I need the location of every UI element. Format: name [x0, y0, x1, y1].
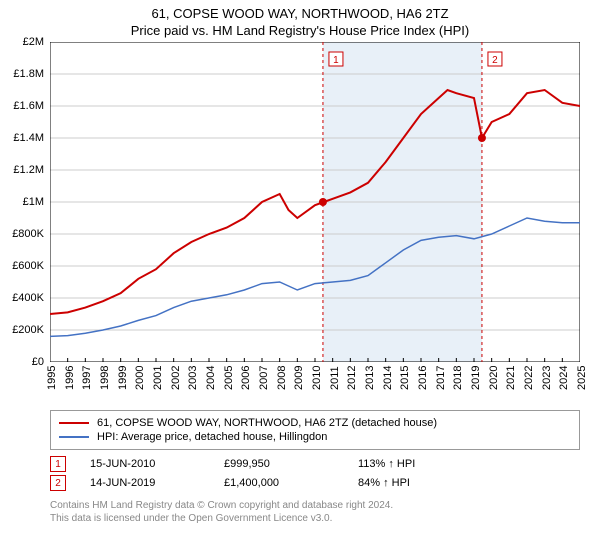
x-tick-label: 1999 — [117, 366, 129, 390]
transaction-date: 15-JUN-2010 — [90, 458, 200, 470]
x-tick-label: 2015 — [399, 366, 411, 390]
transaction-price: £1,400,000 — [224, 477, 334, 489]
x-tick-label: 2018 — [452, 366, 464, 390]
line-chart: 12 — [50, 42, 580, 362]
legend-item: 61, COPSE WOOD WAY, NORTHWOOD, HA6 2TZ (… — [59, 417, 571, 429]
legend-label: 61, COPSE WOOD WAY, NORTHWOOD, HA6 2TZ (… — [97, 417, 437, 429]
transaction-price: £999,950 — [224, 458, 334, 470]
legend-swatch — [59, 436, 89, 438]
y-tick-label: £0 — [32, 356, 44, 368]
x-tick-label: 1998 — [99, 366, 111, 390]
page-subtitle: Price paid vs. HM Land Registry's House … — [0, 23, 600, 38]
transactions-table: 1 15-JUN-2010 £999,950 113% ↑ HPI 2 14-JUN-20… — [50, 456, 580, 491]
x-tick-label: 2010 — [311, 366, 323, 390]
y-tick-label: £1.8M — [13, 68, 44, 80]
y-tick-label: £2M — [23, 36, 44, 48]
svg-text:1: 1 — [333, 55, 339, 66]
x-tick-label: 2007 — [258, 366, 270, 390]
page-title: 61, COPSE WOOD WAY, NORTHWOOD, HA6 2TZ — [0, 6, 600, 21]
legend-label: HPI: Average price, detached house, Hill… — [97, 431, 327, 443]
y-tick-label: £1.4M — [13, 132, 44, 144]
x-tick-label: 2001 — [152, 366, 164, 390]
y-tick-label: £200K — [12, 324, 44, 336]
x-tick-label: 2022 — [523, 366, 535, 390]
x-tick-label: 2025 — [576, 366, 588, 390]
y-tick-label: £400K — [12, 292, 44, 304]
transaction-row: 2 14-JUN-2019 £1,400,000 84% ↑ HPI — [50, 475, 580, 491]
x-tick-label: 2009 — [293, 366, 305, 390]
y-tick-label: £1.2M — [13, 164, 44, 176]
x-tick-label: 2021 — [505, 366, 517, 390]
x-tick-label: 2020 — [488, 366, 500, 390]
x-tick-label: 2019 — [470, 366, 482, 390]
transaction-marker: 1 — [50, 456, 66, 472]
x-tick-label: 2004 — [205, 366, 217, 390]
x-tick-label: 2013 — [364, 366, 376, 390]
legend-swatch — [59, 422, 89, 424]
x-tick-label: 2008 — [276, 366, 288, 390]
legend: 61, COPSE WOOD WAY, NORTHWOOD, HA6 2TZ (… — [50, 410, 580, 450]
x-tick-label: 2012 — [346, 366, 358, 390]
x-tick-label: 2017 — [435, 366, 447, 390]
x-tick-label: 1997 — [81, 366, 93, 390]
x-tick-label: 1995 — [46, 366, 58, 390]
svg-text:2: 2 — [492, 55, 498, 66]
y-tick-label: £1M — [23, 196, 44, 208]
transaction-delta: 84% ↑ HPI — [358, 477, 410, 489]
x-tick-label: 2014 — [382, 366, 394, 390]
x-tick-label: 2005 — [223, 366, 235, 390]
x-tick-label: 1996 — [64, 366, 76, 390]
x-tick-label: 2003 — [187, 366, 199, 390]
x-tick-label: 2016 — [417, 366, 429, 390]
y-tick-label: £1.6M — [13, 100, 44, 112]
footer-line2: This data is licensed under the Open Gov… — [50, 512, 580, 525]
x-tick-label: 2006 — [240, 366, 252, 390]
transaction-date: 14-JUN-2019 — [90, 477, 200, 489]
y-tick-label: £800K — [12, 228, 44, 240]
x-tick-label: 2000 — [134, 366, 146, 390]
chart-container: 12 £0£200K£400K£600K£800K£1M£1.2M£1.4M£1… — [50, 42, 580, 362]
transaction-delta: 113% ↑ HPI — [358, 458, 415, 470]
transaction-marker: 2 — [50, 475, 66, 491]
legend-item: HPI: Average price, detached house, Hill… — [59, 431, 571, 443]
x-tick-label: 2002 — [170, 366, 182, 390]
x-tick-label: 2024 — [558, 366, 570, 390]
x-tick-label: 2011 — [329, 366, 341, 390]
transaction-row: 1 15-JUN-2010 £999,950 113% ↑ HPI — [50, 456, 580, 472]
y-tick-label: £600K — [12, 260, 44, 272]
x-tick-label: 2023 — [541, 366, 553, 390]
footer-line1: Contains HM Land Registry data © Crown c… — [50, 499, 580, 512]
footer: Contains HM Land Registry data © Crown c… — [50, 499, 580, 525]
